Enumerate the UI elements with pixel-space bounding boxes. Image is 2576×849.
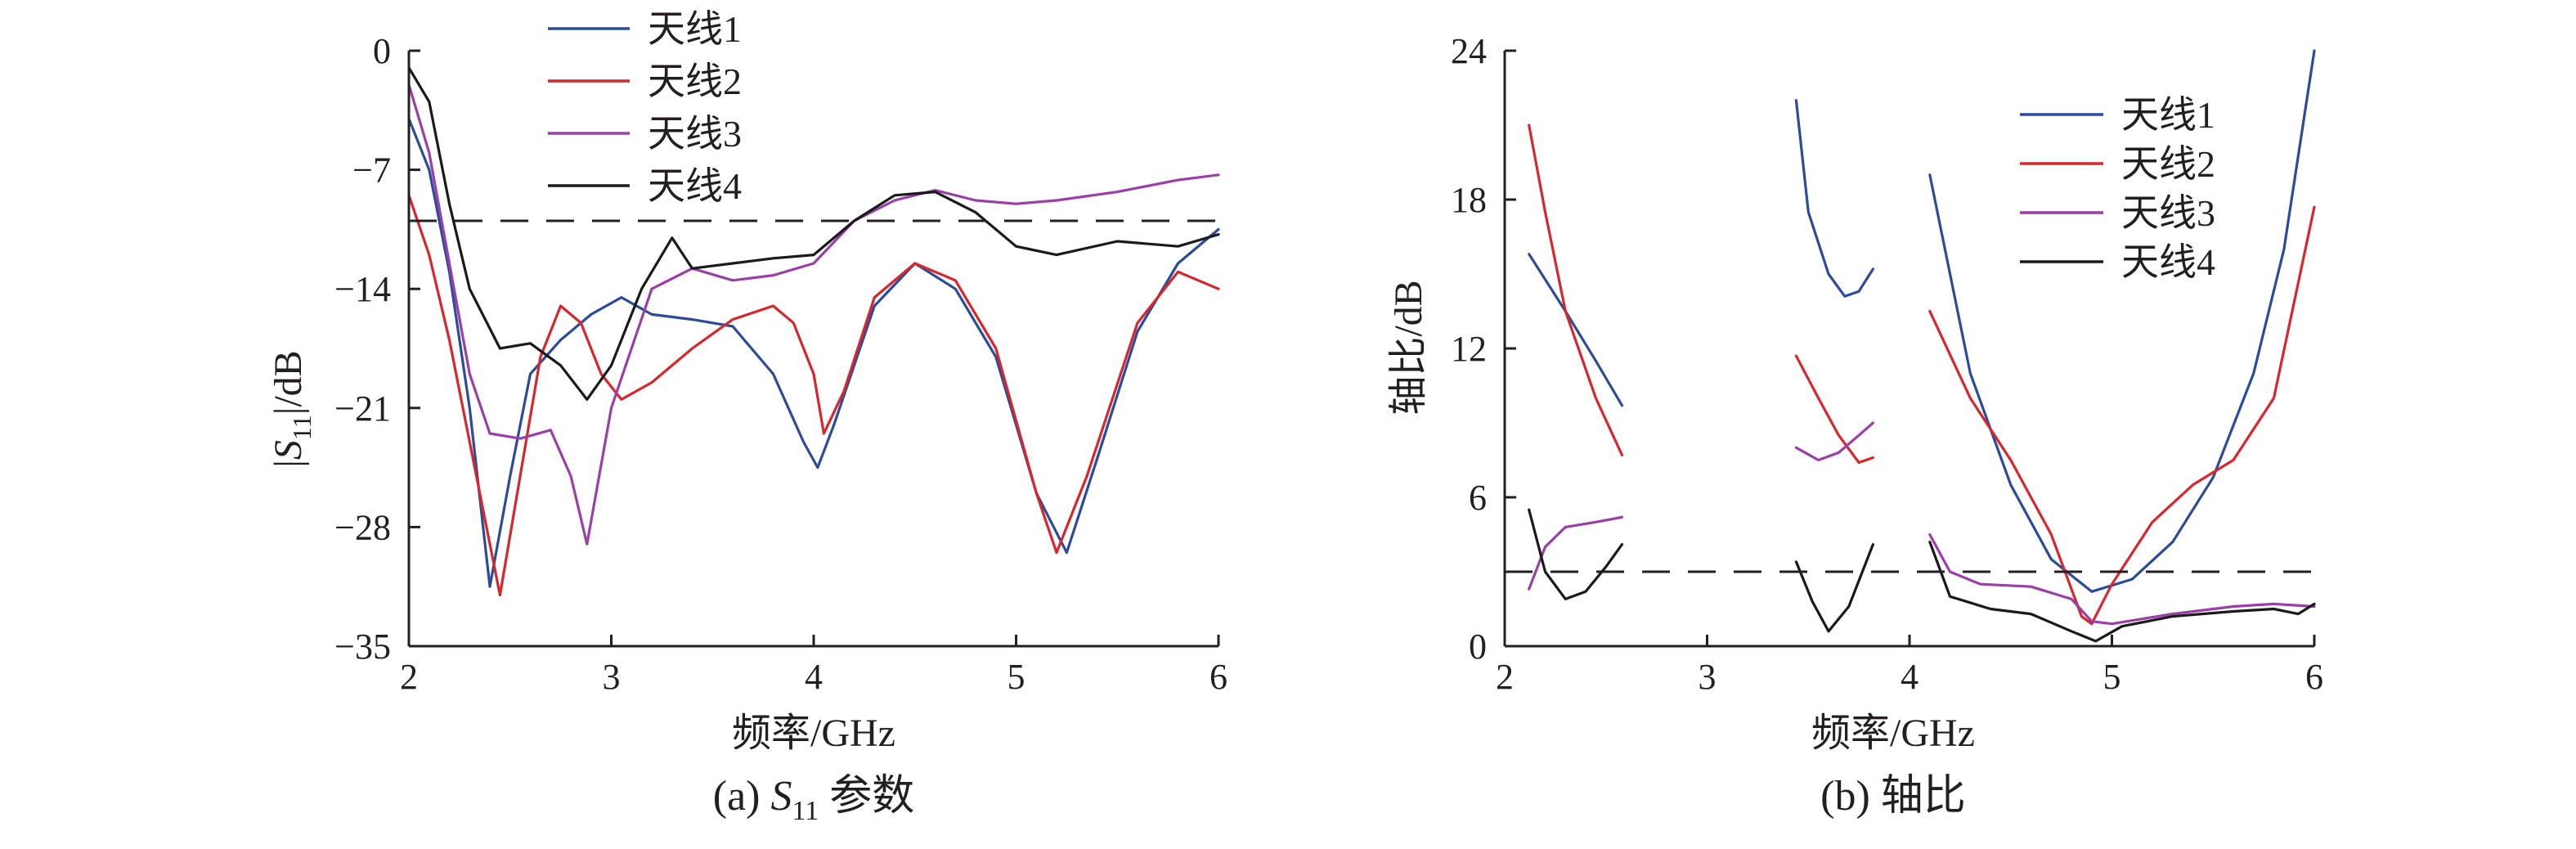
panel-a-y-tick-label: −28 bbox=[334, 507, 391, 547]
panel-b-series-2-line-seg2 bbox=[1794, 354, 1874, 465]
panel-b-series bbox=[1528, 49, 2316, 643]
panel-b-series-1-line-seg1 bbox=[1528, 253, 1624, 407]
panel-b-x-tick-label: 6 bbox=[2305, 657, 2323, 697]
panel-b-x-tick-label: 5 bbox=[2103, 657, 2121, 697]
panel-b-legend-label-2: 天线2 bbox=[2121, 143, 2215, 185]
panel-a-x-axis-label: 频率/GHz bbox=[732, 712, 895, 755]
panel-b-series-4-line-seg1 bbox=[1528, 508, 1624, 600]
panel-a-series-4-line bbox=[407, 66, 1220, 401]
panel-a-x-tick-label: 6 bbox=[1209, 657, 1227, 697]
panel-a-legend-label-1: 天线1 bbox=[648, 8, 742, 50]
panel-a-series-2-line bbox=[407, 194, 1220, 597]
panel-b-series-1-line-seg3 bbox=[1928, 49, 2316, 593]
panel-a-legend-label-2: 天线2 bbox=[648, 61, 742, 102]
panel-b-legend-label-3: 天线3 bbox=[2121, 192, 2215, 234]
panel-a-y-tick-label: 0 bbox=[373, 31, 391, 71]
panel-a-y-axis-label: |S11|/dB bbox=[267, 350, 316, 467]
panel-b-legend: 天线1 天线2 天线3 天线4 bbox=[2020, 94, 2215, 283]
panel-b-y-axis-label: 轴比/dB bbox=[1387, 280, 1430, 415]
panel-a-s11: 2 3 4 5 6 0 −7 −14 −21 −28 −35 |S11|/dB 频率/GHz (a)… bbox=[267, 8, 1227, 826]
panel-b-x-tick-label: 2 bbox=[1496, 657, 1514, 697]
panel-a-legend: 天线1 天线2 天线3 天线4 bbox=[548, 8, 742, 207]
panel-a-y-tick-label: −35 bbox=[334, 627, 391, 667]
panel-a-x-tick-label: 4 bbox=[805, 657, 823, 697]
panel-b-ticks: 2 3 4 5 6 0 6 12 18 24 bbox=[1451, 31, 2323, 697]
panel-b-series-2-line-seg3 bbox=[1928, 205, 2316, 626]
panel-b-series-3-line-seg1 bbox=[1528, 515, 1624, 591]
panel-b-x-axis-label: 频率/GHz bbox=[1811, 712, 1975, 755]
panel-b-y-tick-label: 18 bbox=[1451, 180, 1487, 220]
panel-a-series bbox=[407, 66, 1220, 597]
panel-b-series-1-line-seg2 bbox=[1794, 99, 1874, 298]
panel-a-caption: (a) S11 参数 bbox=[713, 773, 914, 826]
panel-b-series-3-line-seg3 bbox=[1928, 532, 2316, 626]
panel-b-y-tick-label: 12 bbox=[1451, 329, 1487, 369]
panel-a-y-tick-label: −21 bbox=[334, 389, 391, 429]
panel-b-x-tick-label: 3 bbox=[1699, 657, 1717, 697]
panel-b-y-tick-label: 0 bbox=[1469, 627, 1487, 667]
panel-b-caption: (b) 轴比 bbox=[1820, 773, 1966, 820]
panel-b-series-4-line-seg2 bbox=[1794, 543, 1874, 633]
panel-b-y-tick-label: 6 bbox=[1469, 478, 1487, 518]
panel-b-axial-ratio: 2 3 4 5 6 0 6 12 18 24 轴比/dB 频率/GHz (b) 轴比 天线1 天线2… bbox=[1387, 31, 2323, 820]
panel-a-legend-label-4: 天线4 bbox=[648, 165, 742, 207]
panel-b-legend-label-1: 天线1 bbox=[2121, 94, 2215, 136]
panel-a-y-tick-label: −7 bbox=[352, 150, 391, 191]
panel-b-legend-label-4: 天线4 bbox=[2121, 241, 2215, 283]
panel-a-x-tick-label: 3 bbox=[603, 657, 621, 697]
panel-a-series-3-line bbox=[407, 83, 1220, 546]
panel-b-series-2-line-seg1 bbox=[1528, 124, 1624, 456]
panel-a-y-tick-label: −14 bbox=[334, 269, 391, 309]
panel-a-legend-label-3: 天线3 bbox=[648, 113, 742, 155]
panel-b-series-3-line-seg2 bbox=[1794, 421, 1874, 462]
panel-b-y-tick-label: 24 bbox=[1451, 31, 1487, 71]
panel-a-x-tick-label: 5 bbox=[1008, 657, 1025, 697]
panel-a-series-1-line bbox=[407, 117, 1220, 588]
panel-b-series-4-line-seg3 bbox=[1928, 541, 2316, 643]
panel-b-x-tick-label: 4 bbox=[1901, 657, 1919, 697]
panel-a-ticks: 2 3 4 5 6 0 −7 −14 −21 −28 −35 bbox=[334, 31, 1227, 697]
panel-a-x-tick-label: 2 bbox=[400, 657, 418, 697]
